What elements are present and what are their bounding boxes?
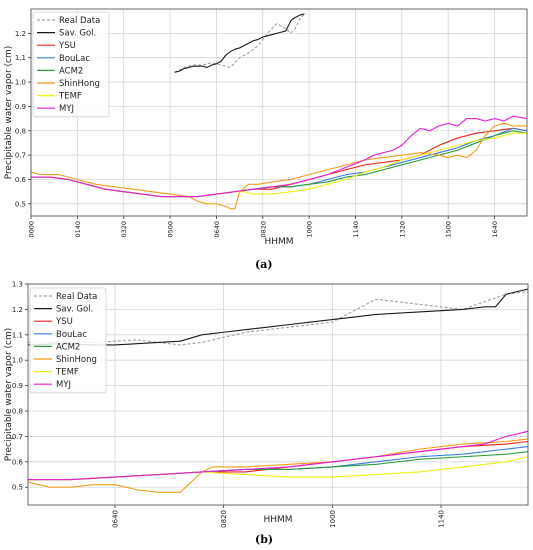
legend-label: Sav. Gol. [59, 29, 96, 39]
legend-label: BouLac [56, 330, 87, 340]
x-tick-label: 0500 [167, 221, 175, 238]
y-tick-label: 0.8 [12, 408, 23, 416]
panel-label-a: (a) [255, 258, 273, 271]
series-line-sav-gol [28, 288, 528, 346]
legend-label: MYJ [56, 380, 71, 390]
x-tick-label: 0140 [74, 221, 82, 238]
series-line-real-data [174, 13, 305, 73]
x-axis-label: HHMM [264, 237, 293, 247]
panel-label-b: (b) [255, 533, 274, 546]
series-line-myj [31, 115, 527, 198]
legend-label: Real Data [56, 292, 97, 302]
legend-label: ACM2 [59, 66, 83, 76]
legend-label: Real Data [59, 16, 100, 26]
x-tick-label: 0640 [111, 510, 119, 528]
y-axis-label: Precipitable water vapor (cm) [4, 46, 14, 180]
y-tick-label: 0.6 [12, 458, 24, 466]
y-tick-label: 0.9 [15, 103, 26, 111]
plot-frame [27, 283, 529, 506]
x-tick-label: 0000 [28, 221, 36, 238]
y-tick-label: 1.3 [12, 281, 23, 289]
y-tick-label: 0.6 [15, 176, 27, 184]
legend-label: ShinHong [59, 79, 100, 89]
legend-label: ShinHong [56, 355, 97, 365]
legend-label: MYJ [59, 104, 74, 114]
y-tick-label: 0.8 [15, 127, 26, 135]
legend-label: TEMF [55, 368, 79, 378]
y-tick-label: 0.5 [15, 200, 26, 208]
series-line-shinhong [31, 122, 527, 210]
y-tick-label: 1.2 [12, 306, 23, 314]
y-tick-label: 1.0 [15, 79, 26, 87]
y-axis-label: Precipitable water vapor (cm) [4, 328, 14, 462]
x-tick-label: 1000 [306, 221, 314, 238]
series-group [28, 288, 528, 493]
series-line-sav-gol [174, 13, 305, 73]
x-tick-label: 1500 [445, 221, 453, 238]
legend-label: ACM2 [56, 342, 80, 352]
legend-label: TEMF [58, 92, 82, 102]
x-tick-label: 1320 [398, 221, 406, 238]
legend-box [29, 287, 107, 394]
y-tick-label: 0.7 [15, 152, 26, 160]
legend: Real Data Sav. Gol. YSU BouLac ACM2 ShinHong T… [29, 287, 107, 394]
legend-label: YSU [55, 317, 73, 327]
y-tick-label: 1.0 [12, 357, 23, 365]
x-tick-label: 0640 [213, 221, 221, 238]
y-tick-label: 0.9 [12, 382, 23, 390]
x-tick-label: 0820 [220, 510, 228, 528]
legend-box [32, 11, 110, 118]
legend-label: BouLac [59, 54, 90, 64]
series-line-myj [28, 430, 528, 481]
x-tick-label: 0820 [259, 221, 267, 238]
legend: Real Data Sav. Gol. YSU BouLac ACM2 ShinHong T… [32, 11, 110, 118]
series-line-real-data [28, 291, 528, 346]
y-tick-label: 1.1 [15, 54, 26, 62]
x-tick-label: 1000 [329, 510, 337, 528]
y-tick-label: 1.1 [12, 331, 23, 339]
y-tick-label: 0.7 [12, 433, 23, 441]
x-axis-label: HHMM [263, 515, 292, 525]
x-tick-label: 1640 [491, 221, 499, 238]
x-tick-label: 1140 [352, 221, 360, 238]
plot-frame [30, 8, 528, 217]
chart-panel-b: 0.5 0.6 0.7 0.8 0.9 1.0 1.1 1.2 1.3 0640 0820 1000 1… [4, 281, 529, 528]
series-group [31, 13, 527, 210]
x-tick-label: 0320 [120, 221, 128, 238]
y-tick-label: 1.2 [15, 30, 26, 38]
x-tick-label: 1140 [438, 510, 446, 528]
legend-label: YSU [58, 41, 76, 51]
chart-panel-a: 0.5 0.6 0.7 0.8 0.9 1.0 1.1 1.2 0000 0140 0320 0500… [4, 8, 528, 247]
legend-label: Sav. Gol. [56, 305, 93, 315]
y-tick-label: 0.5 [12, 484, 23, 492]
